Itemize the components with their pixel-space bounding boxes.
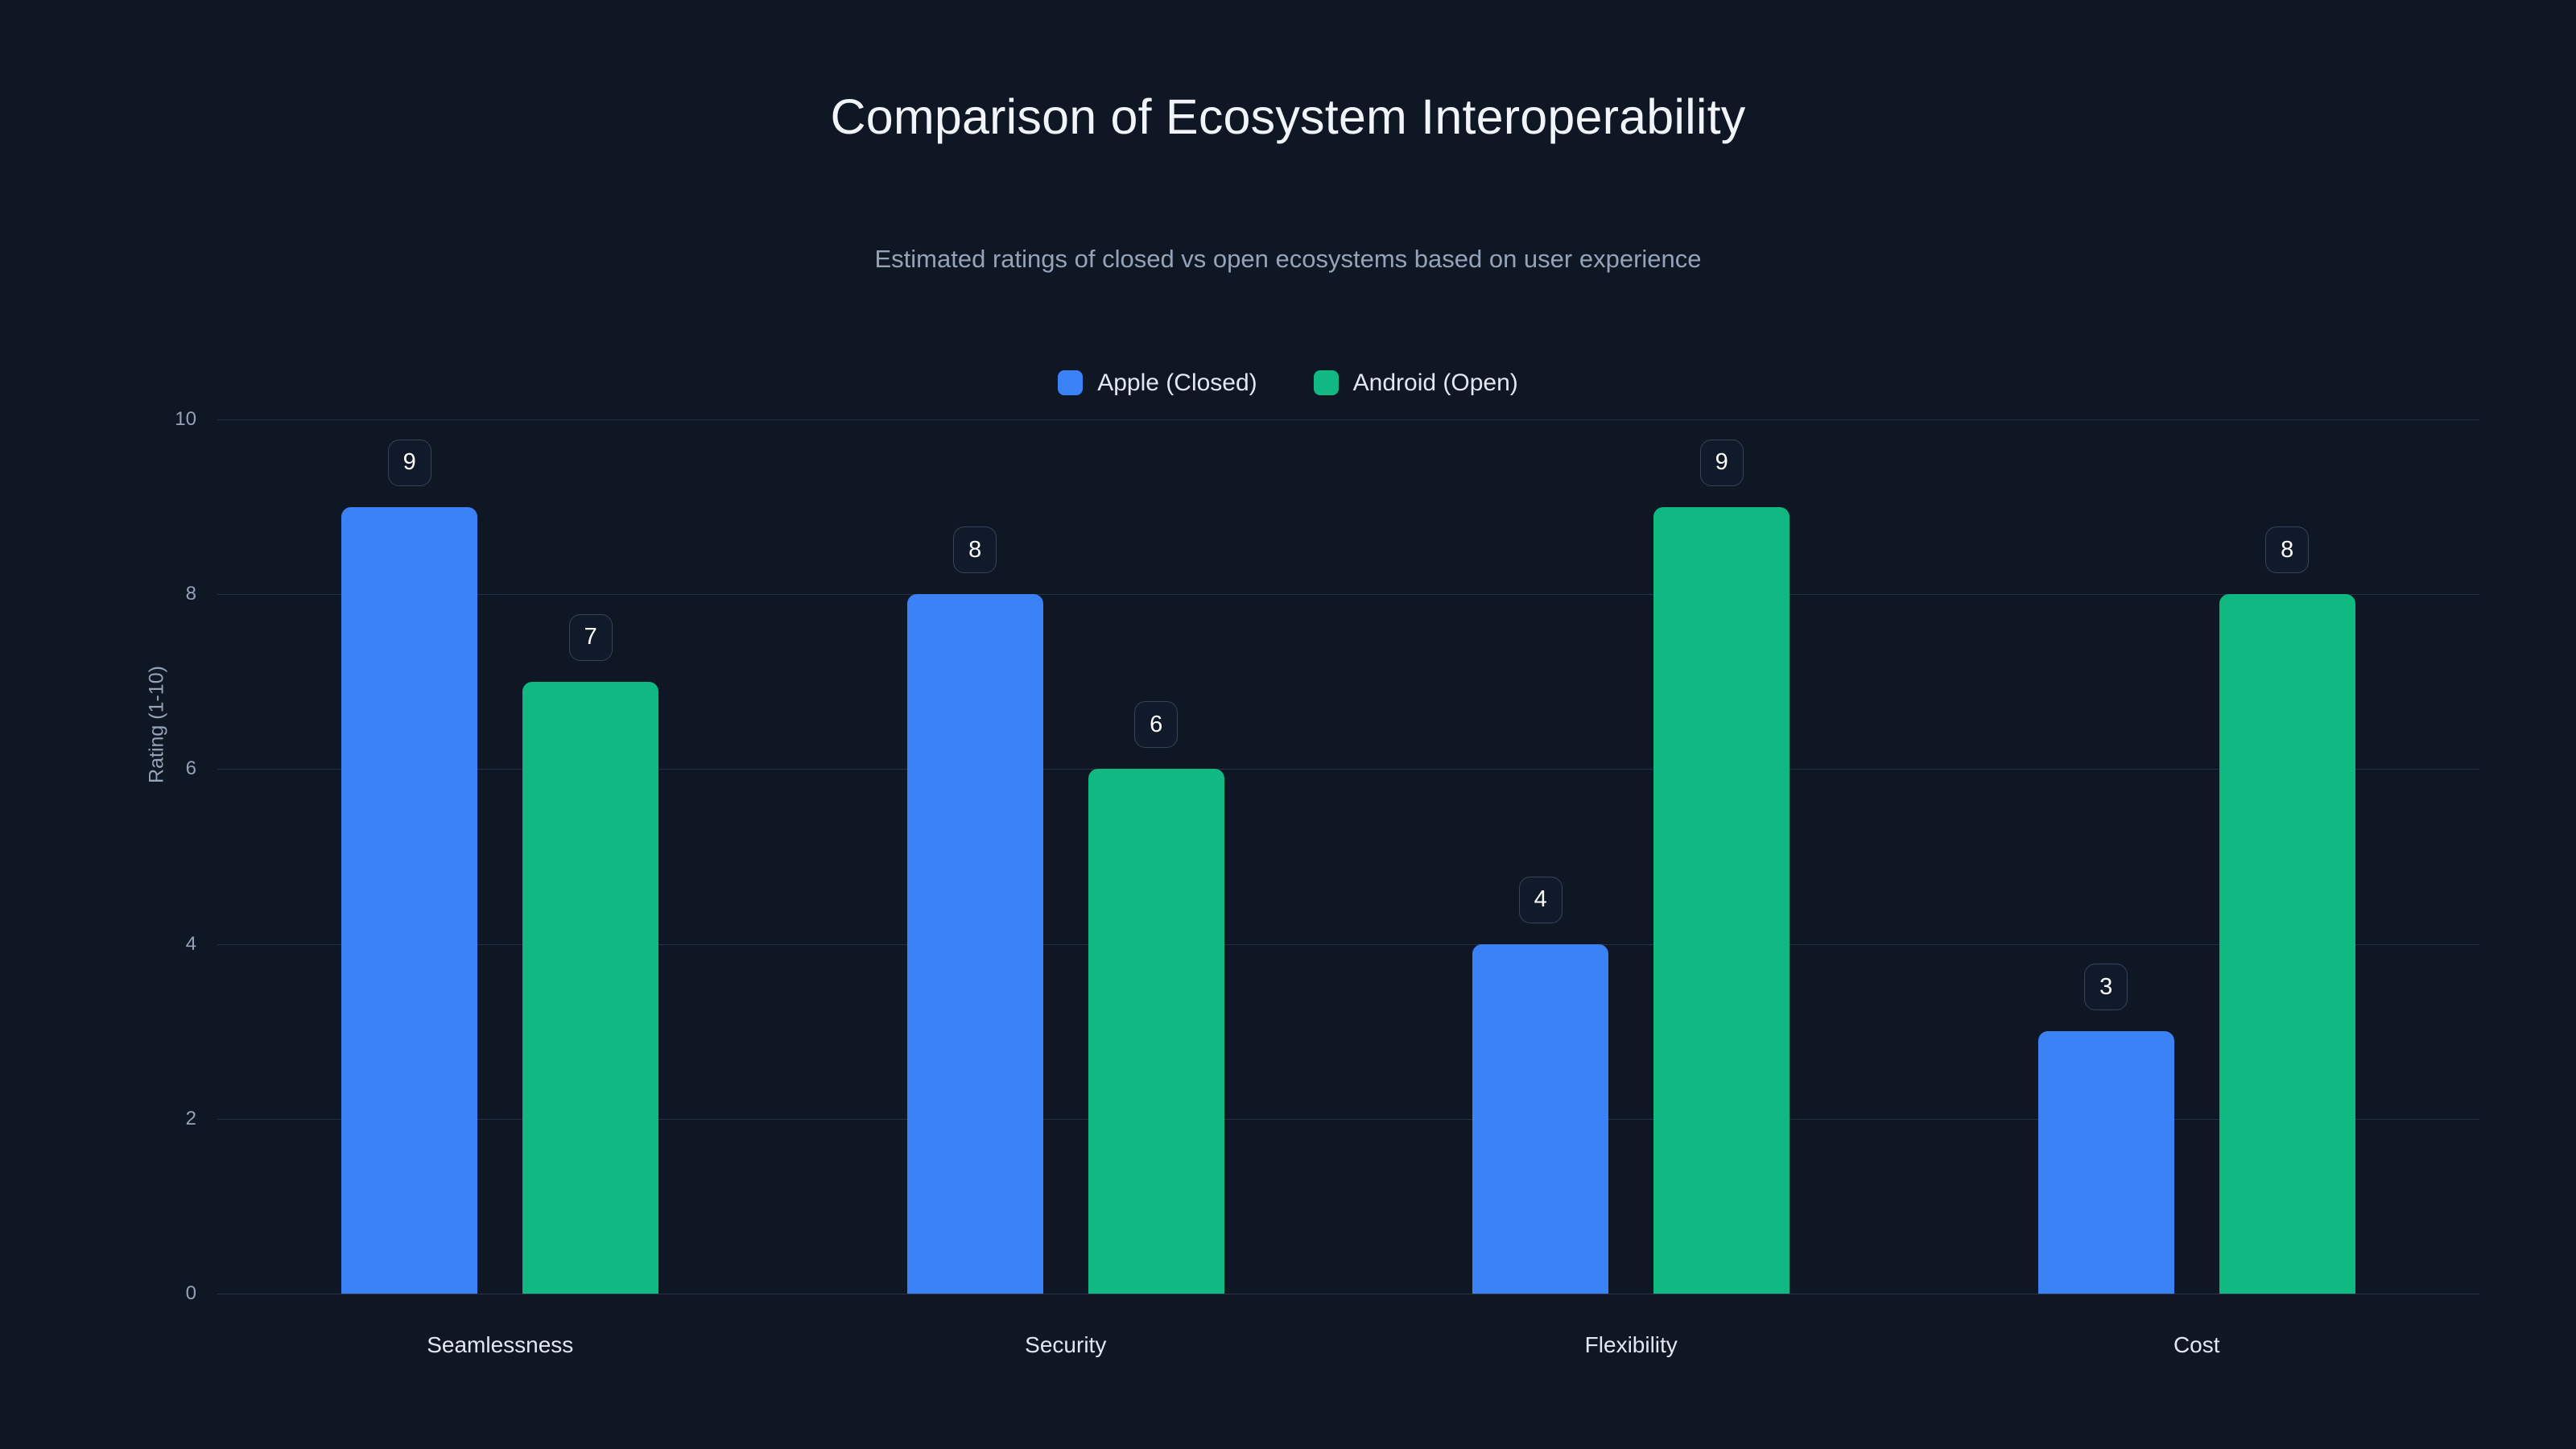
legend-item-label: Android (Open) — [1352, 369, 1518, 396]
y-axis-tick-label: 4 — [185, 932, 196, 955]
bar-seamlessness-apple[interactable] — [341, 506, 478, 1294]
value-badge: 6 — [1134, 701, 1179, 749]
chart-legend: Apple (Closed) Android (Open) — [0, 370, 2576, 395]
y-axis-tick-label: 2 — [185, 1107, 196, 1129]
value-badge: 9 — [387, 439, 431, 486]
plot-area — [217, 419, 2479, 1294]
value-badge: 8 — [2265, 526, 2310, 574]
legend-swatch-icon — [1058, 370, 1084, 395]
bar-seamlessness-android[interactable] — [522, 681, 659, 1294]
y-axis-tick-label: 0 — [185, 1282, 196, 1304]
value-badge: 4 — [1518, 876, 1563, 923]
bar-cost-apple[interactable] — [2037, 1031, 2174, 1294]
x-axis-category-label: Flexibility — [1584, 1332, 1678, 1357]
legend-item-label: Apple (Closed) — [1097, 369, 1257, 396]
value-badge: 8 — [953, 526, 997, 574]
y-axis-tick-label: 10 — [175, 408, 196, 430]
bar-flexibility-android[interactable] — [1653, 506, 1790, 1294]
value-badge: 3 — [2084, 964, 2128, 1011]
legend-item-0[interactable]: Apple (Closed) — [1058, 370, 1257, 395]
x-axis-category-label: Cost — [2173, 1332, 2220, 1357]
chart-subtitle: Estimated ratings of closed vs open ecos… — [874, 245, 1702, 273]
x-axis-category-label: Security — [1025, 1332, 1107, 1357]
bar-security-apple[interactable] — [906, 594, 1043, 1294]
value-badge: 9 — [1699, 439, 1744, 486]
legend-swatch-icon — [1313, 370, 1339, 395]
x-axis-category-label: Seamlessness — [427, 1332, 574, 1357]
legend-item-1[interactable]: Android (Open) — [1313, 369, 1518, 396]
gridline — [217, 419, 2479, 420]
bar-flexibility-apple[interactable] — [1472, 943, 1609, 1294]
gridline — [217, 1118, 2479, 1120]
value-badge: 7 — [568, 613, 613, 661]
y-axis-tick-label: 6 — [185, 758, 196, 780]
chart-title: Comparison of Ecosystem Interoperability — [830, 89, 1746, 144]
gridline — [217, 594, 2479, 596]
bar-cost-android[interactable] — [2219, 594, 2355, 1294]
gridline — [217, 943, 2479, 945]
gridline — [217, 769, 2479, 770]
y-axis-tick-label: 8 — [185, 583, 196, 605]
bar-security-android[interactable] — [1088, 769, 1224, 1294]
